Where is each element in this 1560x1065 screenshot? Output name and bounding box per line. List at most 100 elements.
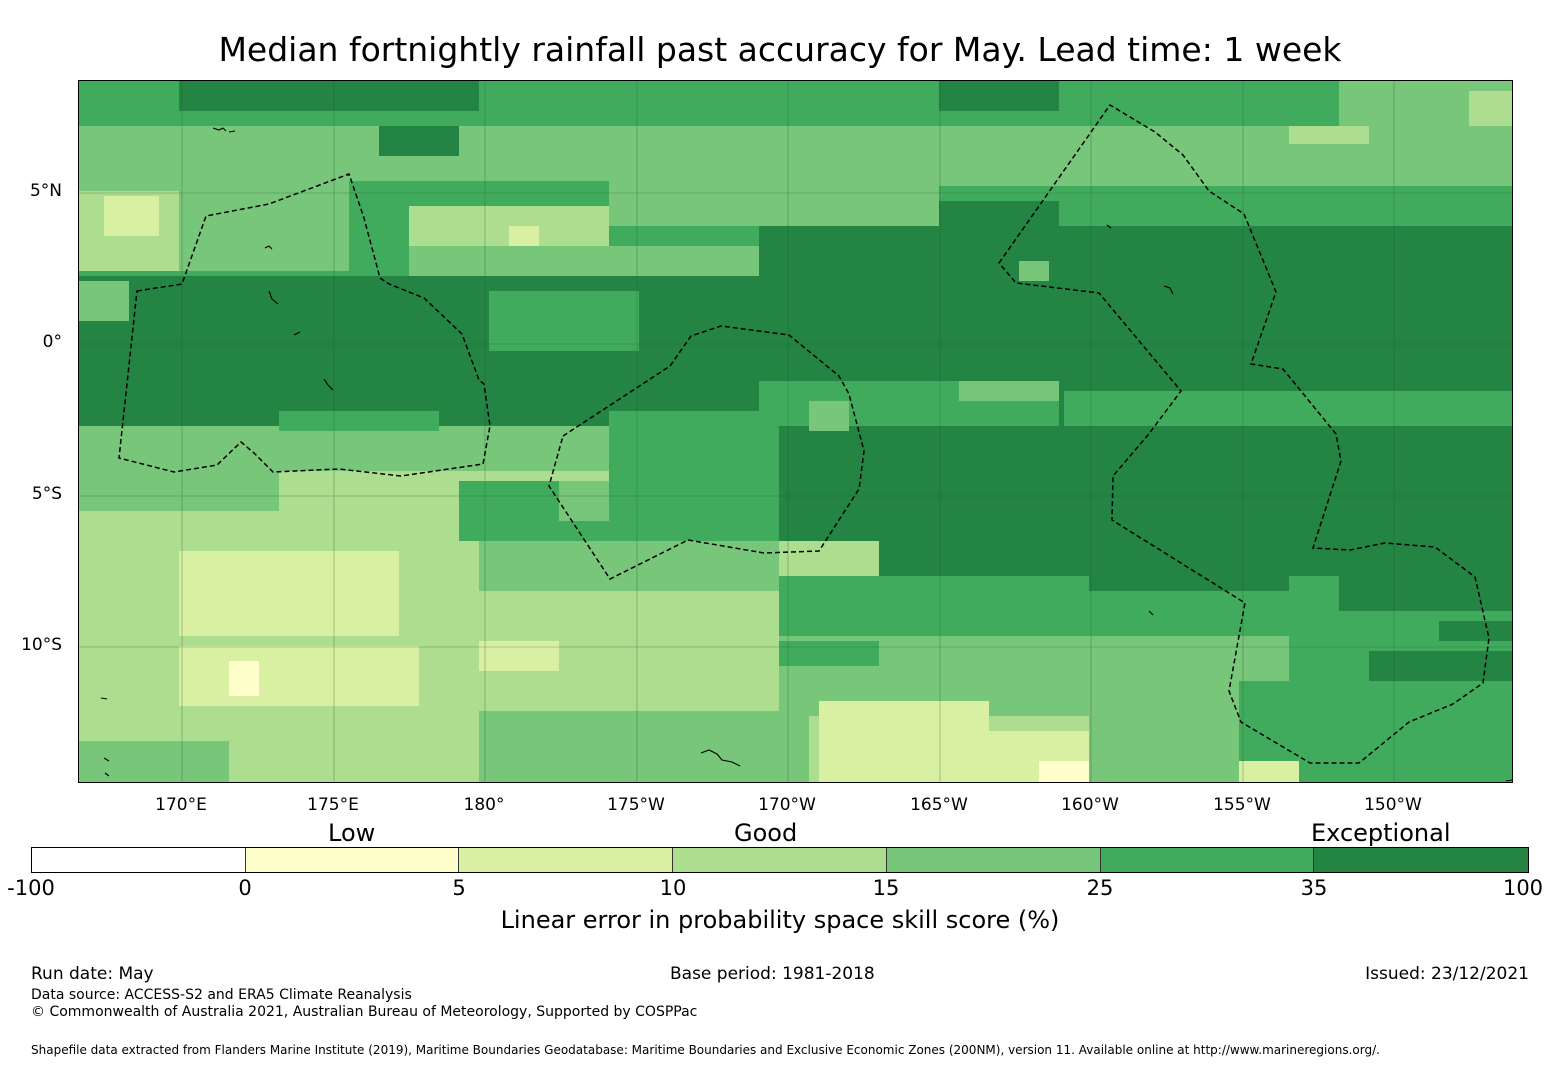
island-shape bbox=[212, 127, 227, 132]
colorbar-tick: -100 bbox=[7, 876, 55, 900]
lat-label-5n: 5°N bbox=[29, 181, 62, 201]
data-source: Data source: ACCESS-S2 and ERA5 Climate … bbox=[31, 987, 412, 1003]
island-shape bbox=[268, 290, 279, 305]
legend-label-good: Good bbox=[734, 819, 798, 847]
island-shape bbox=[323, 378, 334, 391]
lat-label-0: 0° bbox=[42, 332, 62, 352]
skill-cell bbox=[1469, 91, 1512, 126]
skill-map bbox=[78, 80, 1513, 783]
colorbar-tick: 35 bbox=[1300, 876, 1328, 900]
lon-label-155w: 155°W bbox=[1213, 795, 1271, 815]
island-shape bbox=[228, 130, 236, 133]
run-date: Run date: May bbox=[31, 964, 154, 984]
skill-cell bbox=[1239, 761, 1299, 782]
skill-cell bbox=[479, 541, 779, 591]
skill-cell bbox=[79, 426, 609, 471]
legend-label-low: Low bbox=[328, 819, 376, 847]
skill-cell bbox=[229, 561, 379, 621]
colorbar-tick: 100 bbox=[1502, 876, 1544, 900]
island-shape bbox=[1148, 610, 1154, 616]
skill-cell bbox=[1019, 261, 1049, 281]
island-shape bbox=[1163, 285, 1174, 295]
skill-cell bbox=[1089, 561, 1289, 591]
eez-boundaries bbox=[118, 103, 1490, 764]
skill-cell bbox=[379, 126, 459, 156]
island-shape bbox=[104, 772, 110, 777]
skill-cell bbox=[489, 291, 639, 351]
skill-cell bbox=[809, 401, 849, 431]
skill-cell bbox=[509, 226, 539, 246]
eez-boundary-kiribati-gilbert bbox=[118, 173, 491, 477]
skill-cell bbox=[559, 481, 609, 521]
skill-cell bbox=[104, 196, 159, 236]
skill-cell bbox=[939, 126, 1512, 186]
island-shape bbox=[264, 245, 273, 250]
skill-cell bbox=[1409, 701, 1512, 782]
skill-cell bbox=[79, 126, 939, 181]
skill-cell bbox=[79, 741, 229, 782]
skill-cell bbox=[779, 576, 1089, 636]
skill-cell bbox=[79, 471, 279, 511]
eez-boundary-tokelau-samoa bbox=[548, 325, 865, 580]
skill-cell bbox=[939, 201, 1059, 231]
skill-cell bbox=[179, 646, 419, 706]
lon-label-150w: 150°W bbox=[1364, 795, 1422, 815]
colorbar-tick: 5 bbox=[452, 876, 466, 900]
skill-heatmap bbox=[79, 81, 1512, 782]
island-outlines bbox=[100, 127, 1512, 782]
island-shape bbox=[100, 697, 108, 700]
colorbar-segment bbox=[886, 848, 1101, 872]
copyright: © Commonwealth of Australia 2021, Austra… bbox=[31, 1004, 698, 1020]
issued-date: Issued: 23/12/2021 bbox=[1365, 964, 1529, 984]
colorbar-segment bbox=[245, 848, 460, 872]
colorbar-tick: 15 bbox=[872, 876, 900, 900]
island-shape bbox=[293, 331, 301, 336]
skill-cell bbox=[279, 411, 439, 431]
legend-label-exceptional: Exceptional bbox=[1311, 819, 1451, 847]
island-shape bbox=[103, 757, 110, 762]
skill-cell bbox=[1039, 761, 1099, 782]
colorbar-segment bbox=[673, 848, 887, 872]
colorbar-segment bbox=[32, 848, 246, 872]
skill-cell bbox=[609, 181, 939, 226]
skill-cell bbox=[229, 661, 259, 696]
lon-label-175w: 175°W bbox=[607, 795, 665, 815]
base-period: Base period: 1981-2018 bbox=[670, 964, 875, 984]
skill-cell bbox=[1064, 391, 1512, 431]
skill-cell bbox=[179, 81, 479, 111]
colorbar-title: Linear error in probability space skill … bbox=[500, 906, 1060, 934]
colorbar bbox=[31, 847, 1529, 873]
skill-cell bbox=[759, 226, 1512, 276]
island-shape bbox=[700, 749, 741, 767]
skill-cell bbox=[1339, 551, 1512, 611]
island-shape bbox=[1106, 224, 1112, 229]
colorbar-segment bbox=[459, 848, 674, 872]
island-shape bbox=[1505, 779, 1512, 782]
skill-cell bbox=[779, 641, 879, 666]
skill-region bbox=[1439, 621, 1512, 641]
colorbar-segment bbox=[1314, 848, 1528, 872]
shapefile-credit: Shapefile data extracted from Flanders M… bbox=[31, 1043, 1380, 1057]
skill-cell bbox=[939, 81, 1059, 111]
graticule bbox=[79, 81, 1512, 782]
colorbar-tick: 0 bbox=[238, 876, 252, 900]
lon-label-165w: 165°W bbox=[910, 795, 968, 815]
skill-cell bbox=[1369, 651, 1512, 681]
skill-cell bbox=[479, 641, 559, 671]
lon-label-175e: 175°E bbox=[307, 795, 359, 815]
lat-label-5s: 5°S bbox=[31, 484, 62, 504]
skill-cell bbox=[409, 246, 809, 276]
skill-cell bbox=[479, 711, 809, 782]
colorbar-tick: 10 bbox=[659, 876, 687, 900]
colorbar-tick: 25 bbox=[1086, 876, 1114, 900]
lat-label-10s: 10°S bbox=[21, 635, 62, 655]
lon-label-160w: 160°W bbox=[1061, 795, 1119, 815]
colorbar-segment bbox=[1100, 848, 1315, 872]
lon-label-170w: 170°W bbox=[758, 795, 816, 815]
lon-label-180: 180° bbox=[463, 795, 505, 815]
skill-cell bbox=[959, 381, 1059, 401]
chart-title: Median fortnightly rainfall past accurac… bbox=[218, 30, 1342, 69]
skill-cell bbox=[79, 281, 129, 321]
lon-label-170e: 170°E bbox=[155, 795, 207, 815]
skill-cell bbox=[1289, 126, 1369, 144]
